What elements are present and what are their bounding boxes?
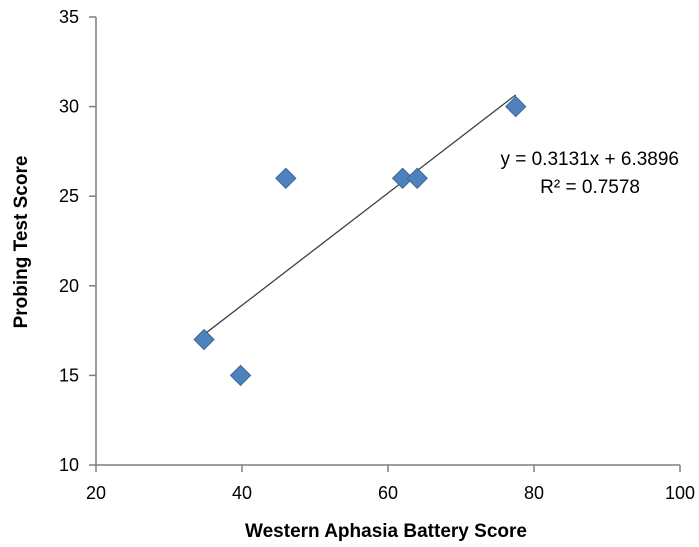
y-tick-label: 35 bbox=[59, 7, 79, 27]
x-ticks: 20 40 60 80 100 bbox=[86, 465, 695, 503]
x-axis-title: Western Aphasia Battery Score bbox=[245, 521, 527, 542]
x-tick-label: 80 bbox=[524, 483, 544, 503]
y-tick-label: 25 bbox=[59, 186, 79, 206]
data-point-diamond bbox=[391, 167, 414, 189]
x-tick-label: 40 bbox=[232, 483, 252, 503]
axes bbox=[95, 17, 680, 466]
data-point-diamond bbox=[406, 167, 428, 189]
x-tick-label: 20 bbox=[86, 483, 106, 503]
data-points bbox=[193, 95, 527, 387]
data-point-diamond bbox=[193, 328, 215, 351]
data-point-diamond bbox=[229, 364, 252, 387]
data-point-diamond bbox=[275, 167, 297, 189]
x-tick-label: 100 bbox=[665, 483, 695, 503]
trendline-group bbox=[203, 94, 517, 335]
trendline-r-squared: R² = 0.7578 bbox=[540, 177, 640, 198]
trendline-equation: y = 0.3131x + 6.3896 bbox=[500, 149, 679, 170]
y-tick-label: 10 bbox=[59, 455, 79, 475]
data-point-diamond bbox=[505, 95, 527, 118]
x-tick-label: 60 bbox=[378, 483, 398, 503]
y-axis-title: Probing Test Score bbox=[11, 156, 32, 329]
y-tick-label: 15 bbox=[59, 365, 79, 385]
y-ticks: 10 15 20 25 30 35 bbox=[59, 7, 96, 475]
y-tick-label: 20 bbox=[59, 276, 79, 296]
trendline bbox=[203, 94, 517, 335]
y-tick-label: 30 bbox=[59, 97, 79, 117]
